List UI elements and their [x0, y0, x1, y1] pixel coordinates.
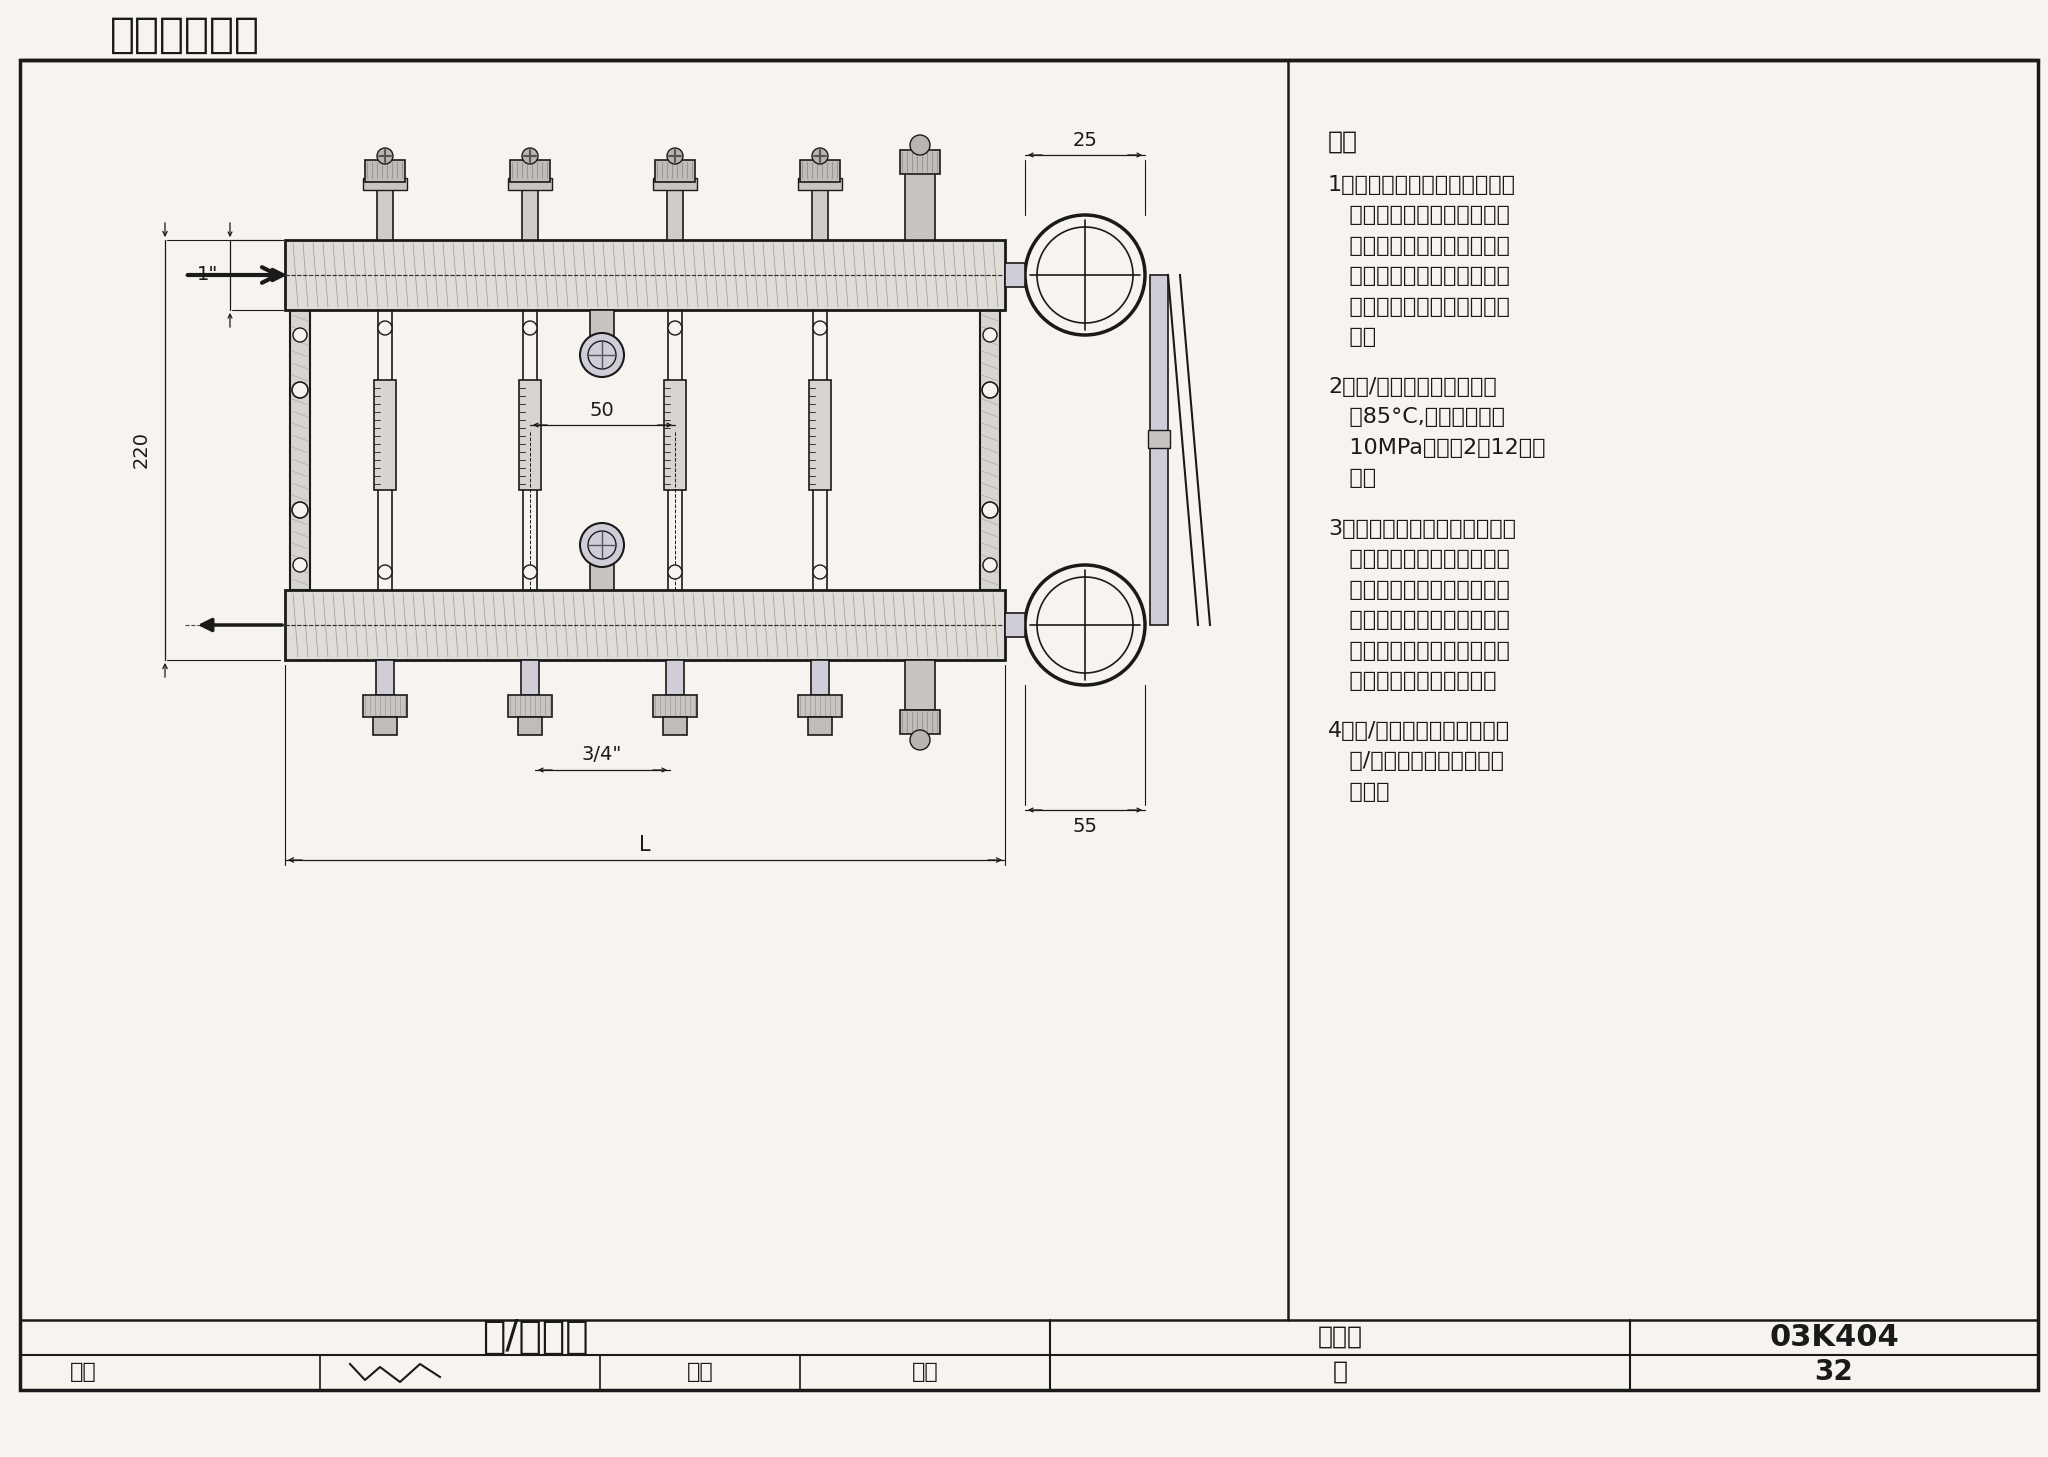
Circle shape [981, 382, 997, 398]
Bar [801, 160, 840, 182]
Text: 25: 25 [1073, 131, 1098, 150]
Text: 3．分水器每路可选双位式执行
   器与相应室内温度控制器实
   现分室控温；集水器每路可
   选接流量计用于初调节，也
   可选用内置调节阀芯，根据
 : 3．分水器每路可选双位式执行 器与相应室内温度控制器实 现分室控温；集水器每路可… [1327, 519, 1516, 691]
Circle shape [377, 149, 393, 165]
Text: 220: 220 [131, 431, 152, 469]
Text: 4．分/集水器宜分别配套安装
   注/排水阀、手动排气阀、
   球阀。: 4．分/集水器宜分别配套安装 注/排水阀、手动排气阀、 球阀。 [1327, 721, 1509, 801]
Circle shape [580, 523, 625, 567]
Bar [799, 178, 842, 189]
Bar [809, 717, 831, 734]
Circle shape [983, 558, 997, 573]
Bar [590, 555, 614, 590]
Bar [653, 178, 696, 189]
Bar [518, 717, 543, 734]
Circle shape [811, 149, 827, 165]
Bar [905, 660, 936, 710]
Bar [799, 695, 842, 717]
Bar [1006, 613, 1024, 637]
Text: 相关技术资料: 相关技术资料 [111, 15, 260, 55]
Circle shape [668, 321, 682, 335]
Text: 1．本页按上海乔治费歇尔管路
   系统有限公司北京分公司提
   供资料编制。其他公司类似
   产品，参数、外形、尺寸等
   可能与本页不符，应注意核
 : 1．本页按上海乔治费歇尔管路 系统有限公司北京分公司提 供资料编制。其他公司类似… [1327, 175, 1516, 347]
Text: 审核: 审核 [70, 1362, 96, 1383]
Bar [664, 717, 686, 734]
Bar [377, 660, 393, 695]
Text: 55: 55 [1073, 816, 1098, 835]
Text: 注：: 注： [1327, 130, 1358, 154]
Circle shape [983, 328, 997, 342]
Bar [508, 695, 553, 717]
Bar [362, 695, 408, 717]
Circle shape [293, 558, 307, 573]
Bar [520, 660, 539, 695]
Text: L: L [639, 835, 651, 855]
Bar [1006, 264, 1024, 287]
Bar [668, 185, 682, 240]
Text: 分/集水器: 分/集水器 [481, 1319, 588, 1356]
Bar [285, 240, 1006, 310]
Text: 2．分/集水器最高工作温度
   为85°C,最高工作压力
   10MPa；可接2～12个环
   路。: 2．分/集水器最高工作温度 为85°C,最高工作压力 10MPa；可接2～12个… [1327, 377, 1546, 488]
Text: 32: 32 [1815, 1358, 1853, 1386]
Text: 50: 50 [590, 402, 614, 421]
Bar [655, 160, 694, 182]
Circle shape [1024, 565, 1145, 685]
Circle shape [522, 149, 539, 165]
Bar [809, 380, 831, 490]
Circle shape [293, 503, 307, 519]
Bar [377, 185, 393, 240]
Bar [905, 170, 936, 240]
Bar [899, 710, 940, 734]
Bar [811, 660, 829, 695]
Bar [522, 185, 539, 240]
Text: 1": 1" [197, 265, 217, 284]
Circle shape [522, 565, 537, 578]
Bar [664, 380, 686, 490]
Circle shape [981, 503, 997, 519]
Circle shape [909, 730, 930, 750]
Bar [653, 695, 696, 717]
Circle shape [1024, 216, 1145, 335]
Bar [1151, 275, 1167, 625]
Bar [518, 380, 541, 490]
Text: 校对: 校对 [686, 1362, 713, 1383]
Bar [285, 590, 1006, 660]
Bar [1149, 430, 1169, 447]
Circle shape [668, 565, 682, 578]
Circle shape [379, 321, 391, 335]
Bar [375, 380, 395, 490]
Circle shape [580, 334, 625, 377]
Circle shape [909, 136, 930, 154]
Bar [362, 178, 408, 189]
Bar [899, 150, 940, 173]
Bar [590, 310, 614, 345]
Bar [811, 185, 827, 240]
Bar [510, 160, 551, 182]
Circle shape [668, 149, 682, 165]
Bar [365, 160, 406, 182]
Circle shape [813, 565, 827, 578]
Circle shape [813, 321, 827, 335]
Circle shape [293, 328, 307, 342]
Text: 03K404: 03K404 [1769, 1323, 1898, 1352]
Circle shape [379, 565, 391, 578]
Bar [508, 178, 553, 189]
Text: 图集号: 图集号 [1317, 1324, 1362, 1349]
Bar [373, 717, 397, 734]
Bar [981, 310, 999, 590]
Circle shape [522, 321, 537, 335]
Text: 页: 页 [1333, 1359, 1348, 1384]
Circle shape [293, 382, 307, 398]
Bar [666, 660, 684, 695]
Bar [291, 310, 309, 590]
Text: 3/4": 3/4" [582, 745, 623, 763]
Text: 设计: 设计 [911, 1362, 938, 1383]
